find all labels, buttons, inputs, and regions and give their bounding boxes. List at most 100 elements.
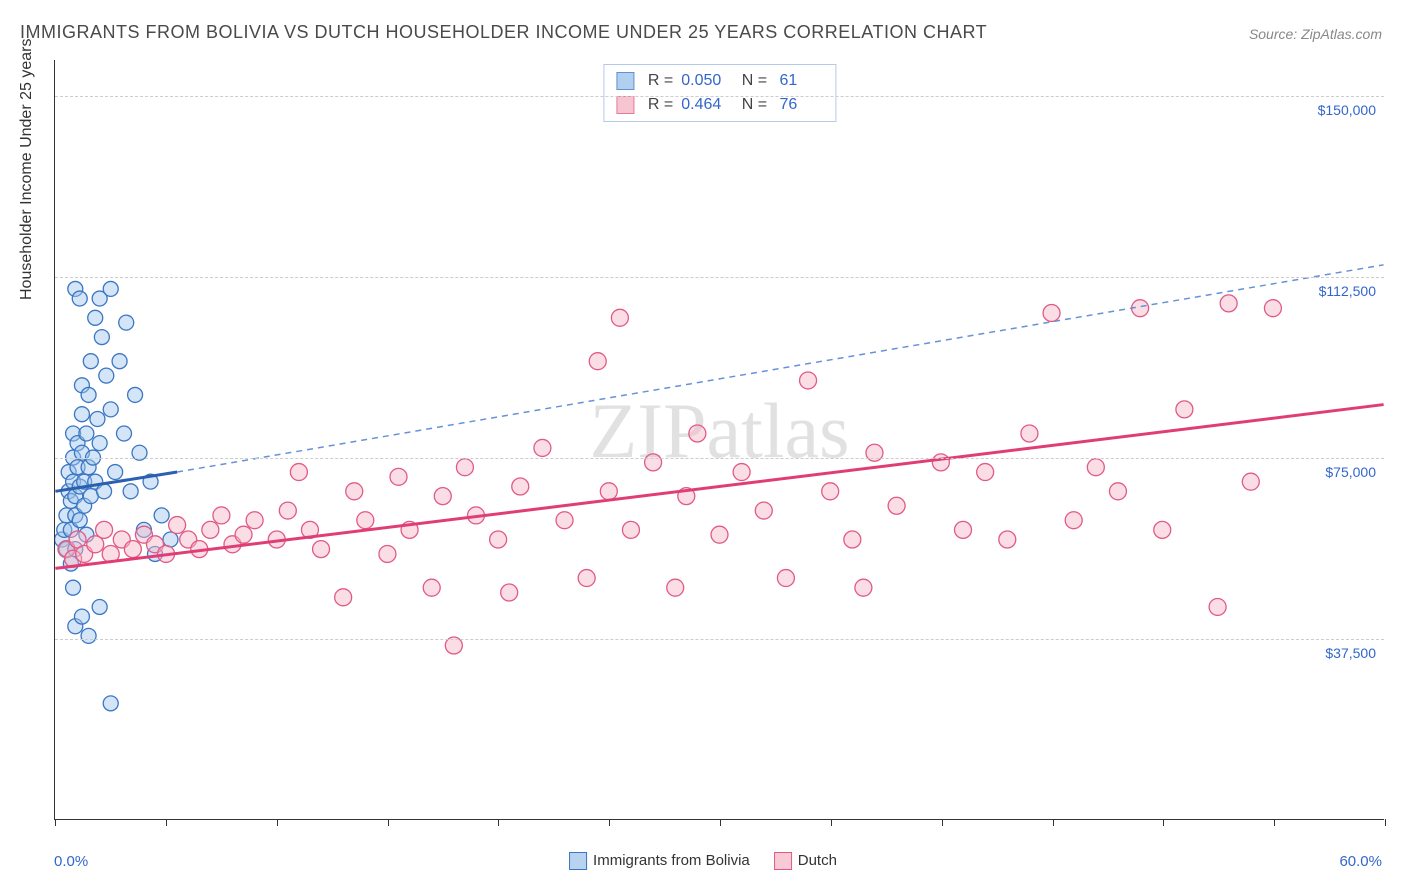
data-point <box>1065 512 1082 529</box>
data-point <box>611 309 628 326</box>
data-point <box>96 521 113 538</box>
data-point <box>102 545 119 562</box>
data-point <box>213 507 230 524</box>
gridline-horizontal <box>55 277 1384 278</box>
data-point <box>92 599 107 614</box>
data-point <box>977 464 994 481</box>
x-axis-min-label: 0.0% <box>54 853 88 870</box>
data-point <box>74 609 89 624</box>
data-point <box>290 464 307 481</box>
x-axis-tick <box>609 819 610 826</box>
data-point <box>65 550 82 567</box>
data-point <box>143 474 158 489</box>
x-axis-tick <box>831 819 832 826</box>
data-point <box>501 584 518 601</box>
data-point <box>72 513 87 528</box>
data-point <box>59 542 74 557</box>
source-attribution: Source: ZipAtlas.com <box>1249 26 1382 42</box>
data-point <box>1154 521 1171 538</box>
data-point <box>87 536 104 553</box>
data-point <box>667 579 684 596</box>
data-point <box>94 330 109 345</box>
data-point <box>147 536 164 553</box>
data-point <box>268 531 285 548</box>
gridline-horizontal <box>55 458 1384 459</box>
data-point <box>1109 483 1126 500</box>
data-point <box>202 521 219 538</box>
x-axis-tick <box>942 819 943 826</box>
data-point <box>154 508 169 523</box>
data-point <box>191 541 208 558</box>
data-point <box>1021 425 1038 442</box>
data-point <box>68 281 83 296</box>
data-point <box>92 436 107 451</box>
x-axis-tick <box>498 819 499 826</box>
data-point <box>822 483 839 500</box>
data-point <box>66 580 81 595</box>
data-point <box>55 532 70 547</box>
data-point <box>79 426 94 441</box>
data-point <box>169 517 186 534</box>
x-axis-tick <box>1163 819 1164 826</box>
data-point <box>800 372 817 389</box>
data-point <box>148 546 163 561</box>
data-point <box>113 531 130 548</box>
data-point <box>135 526 152 543</box>
data-point <box>556 512 573 529</box>
data-point <box>81 628 96 643</box>
legend-swatch <box>616 72 634 90</box>
trendline-dashed <box>177 265 1383 472</box>
data-point <box>77 474 92 489</box>
data-point <box>119 315 134 330</box>
data-point <box>57 522 72 537</box>
data-point <box>68 508 83 523</box>
data-point <box>844 531 861 548</box>
y-axis-tick-label: $150,000 <box>1318 102 1376 118</box>
data-point <box>1242 473 1259 490</box>
data-point <box>63 522 78 537</box>
x-axis-tick <box>1053 819 1054 826</box>
data-point <box>1043 305 1060 322</box>
data-point <box>103 402 118 417</box>
gridline-horizontal <box>55 96 1384 97</box>
legend-label: Dutch <box>798 852 837 869</box>
data-point <box>578 570 595 587</box>
data-point <box>81 460 96 475</box>
data-point <box>88 310 103 325</box>
data-point <box>68 542 83 557</box>
data-point <box>1087 459 1104 476</box>
data-point <box>390 468 407 485</box>
data-point <box>1209 598 1226 615</box>
correlation-legend-row: R =0.050 N = 61 <box>616 69 823 93</box>
data-point <box>61 484 76 499</box>
legend-item: Immigrants from Bolivia <box>569 852 750 870</box>
data-point <box>999 531 1016 548</box>
data-point <box>622 521 639 538</box>
plot-svg-overlay <box>55 60 1384 819</box>
data-point <box>777 570 794 587</box>
legend-n-value: 61 <box>775 69 823 93</box>
data-point <box>456 459 473 476</box>
data-point <box>76 545 93 562</box>
data-point <box>108 465 123 480</box>
data-point <box>467 507 484 524</box>
trendline-solid <box>55 405 1383 569</box>
correlation-legend-box: R =0.050 N = 61R =0.464 N = 76 <box>603 64 836 122</box>
data-point <box>81 387 96 402</box>
data-point <box>99 368 114 383</box>
data-point <box>68 619 83 634</box>
data-point <box>88 474 103 489</box>
data-point <box>490 531 507 548</box>
data-point <box>932 454 949 471</box>
legend-swatch <box>774 852 792 870</box>
data-point <box>158 545 175 562</box>
data-point <box>58 541 75 558</box>
data-point <box>180 531 197 548</box>
data-point <box>888 497 905 514</box>
data-point <box>335 589 352 606</box>
legend-item: Dutch <box>774 852 837 870</box>
data-point <box>163 532 178 547</box>
x-axis-tick <box>166 819 167 826</box>
data-point <box>346 483 363 500</box>
data-point <box>1132 300 1149 317</box>
